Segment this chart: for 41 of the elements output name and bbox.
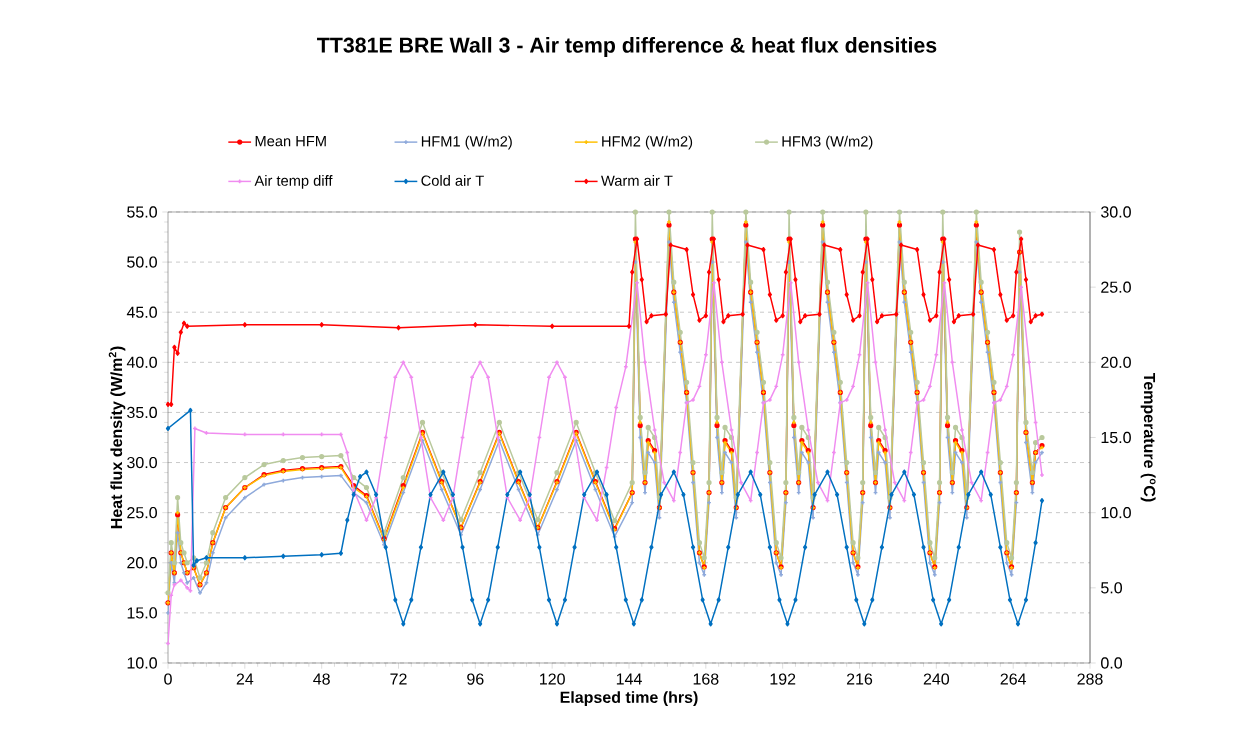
legend-label: Mean HFM [255, 136, 326, 147]
y-axis-title: Heat flux density (W/m$^{2}$) [108, 346, 126, 529]
y-tick-label: 25.0 [127, 506, 157, 519]
x-tick-label: 144 [616, 673, 642, 685]
x-tick-label: 72 [390, 673, 407, 685]
y-tick-label: 55.0 [127, 206, 157, 218]
y-tick-label: 10.0 [127, 657, 157, 669]
y2-tick-label: 20.0 [1101, 356, 1131, 368]
x-tick-label: 288 [1077, 673, 1103, 685]
y2-tick-label: 0.0 [1101, 657, 1123, 669]
y-tick-label: 20.0 [127, 557, 157, 569]
legend-label: HFM3 (W/m2) [782, 135, 873, 150]
x-tick-label: 168 [693, 673, 719, 685]
y2-tick-label: 30.0 [1101, 206, 1131, 218]
x-tick-label: 240 [923, 673, 950, 685]
x-tick-label: 96 [467, 673, 484, 685]
x-tick-label: 24 [236, 673, 254, 685]
x-tick-label: 48 [313, 673, 330, 685]
y2-tick-label: 25.0 [1101, 281, 1131, 293]
y2-tick-label: 15.0 [1101, 431, 1131, 444]
x-tick-label: 264 [1000, 673, 1027, 685]
y-tick-label: 45.0 [126, 306, 157, 318]
y-tick-label: 40.0 [126, 356, 157, 368]
y-tick-label: 30.0 [127, 456, 157, 469]
legend-label: Warm air T [601, 175, 673, 186]
y-tick-label: 15.0 [127, 607, 157, 619]
x-tick-label: 216 [846, 673, 873, 685]
x-tick-label: 120 [540, 673, 565, 685]
x-tick-label: 0 [164, 673, 172, 685]
y-tick-label: 35.0 [127, 406, 157, 419]
legend-label: Air temp diff [254, 175, 333, 189]
x-tick-label: 192 [770, 673, 796, 685]
y2-tick-label: 5.0 [1101, 582, 1123, 594]
y2-tick-label: 10.0 [1101, 507, 1131, 519]
legend-label: Cold air T [421, 175, 484, 186]
chart-title: TT381E BRE Wall 3 - Air temp difference & heat flux densities [317, 37, 937, 57]
legend-label: HFM1 (W/m2) [421, 135, 512, 150]
legend-label: HFM2 (W/m2) [602, 135, 693, 150]
y-tick-label: 50.0 [127, 256, 157, 268]
y2-axis-title: Temperature ($^{o}$C) [1140, 372, 1156, 502]
x-axis-title: Elapsed time (hrs) [560, 691, 698, 707]
